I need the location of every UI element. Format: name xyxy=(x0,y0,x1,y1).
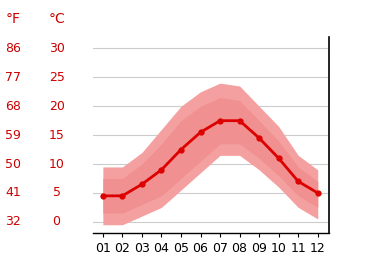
Text: 30: 30 xyxy=(49,42,65,55)
Text: 20: 20 xyxy=(49,100,65,113)
Text: 77: 77 xyxy=(5,71,21,84)
Text: 5: 5 xyxy=(53,186,61,200)
Text: °C: °C xyxy=(48,12,65,26)
Text: 25: 25 xyxy=(49,71,65,84)
Text: 50: 50 xyxy=(5,158,21,171)
Text: 10: 10 xyxy=(49,158,65,171)
Text: 0: 0 xyxy=(53,215,61,228)
Text: °F: °F xyxy=(5,12,20,26)
Text: 15: 15 xyxy=(49,129,65,142)
Text: 68: 68 xyxy=(5,100,21,113)
Text: 32: 32 xyxy=(5,215,21,228)
Text: 86: 86 xyxy=(5,42,21,55)
Text: 59: 59 xyxy=(5,129,21,142)
Text: 41: 41 xyxy=(5,186,21,200)
